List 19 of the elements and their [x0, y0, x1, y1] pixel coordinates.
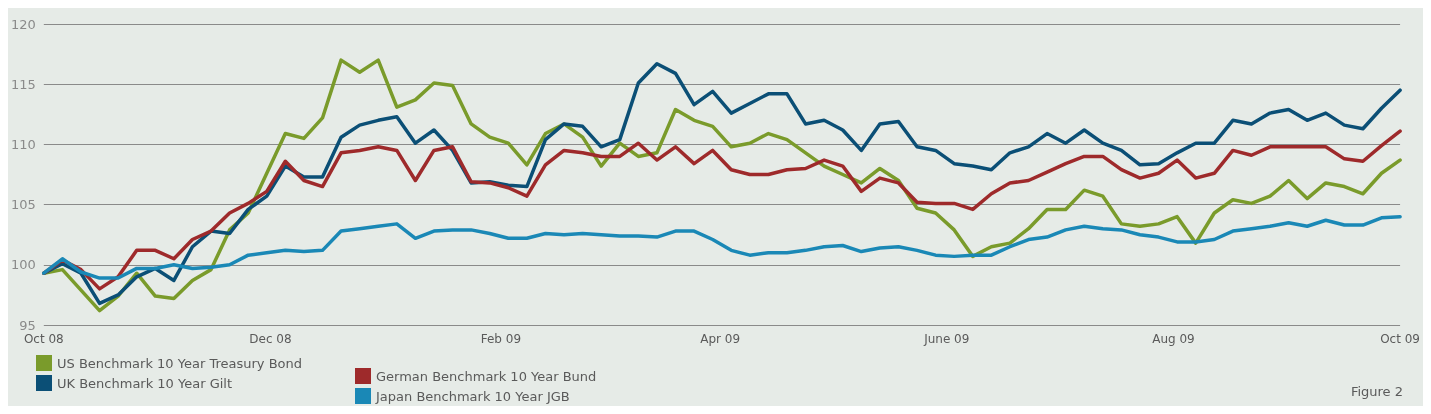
legend-label: Japan Benchmark 10 Year JGB — [375, 388, 570, 404]
x-tick-label: Dec 08 — [249, 332, 292, 346]
x-tick-label: Oct 09 — [1380, 332, 1421, 346]
y-tick-label: 100 — [10, 257, 36, 273]
y-tick-label: 120 — [10, 16, 36, 32]
x-tick-label: Oct 08 — [23, 332, 64, 346]
caption: Figure 2 — [1350, 384, 1404, 399]
x-tick-label: Aug 09 — [1152, 332, 1195, 346]
legend-label: German Benchmark 10 Year Bund — [376, 368, 597, 384]
y-tick-label: 105 — [10, 197, 36, 213]
legend-label: US Benchmark 10 Year Treasury Bond — [57, 355, 303, 371]
y-tick-label: 95 — [19, 317, 36, 333]
y-tick-label: 115 — [10, 76, 36, 92]
x-tick-label: Feb 09 — [480, 332, 522, 346]
x-tick-label: Apr 09 — [700, 332, 741, 346]
y-tick-label: 110 — [10, 136, 36, 152]
line-series — [42, 214, 1402, 280]
legend-label: UK Benchmark 10 Year Gilt — [57, 375, 233, 391]
x-tick-label: June 09 — [923, 332, 970, 346]
